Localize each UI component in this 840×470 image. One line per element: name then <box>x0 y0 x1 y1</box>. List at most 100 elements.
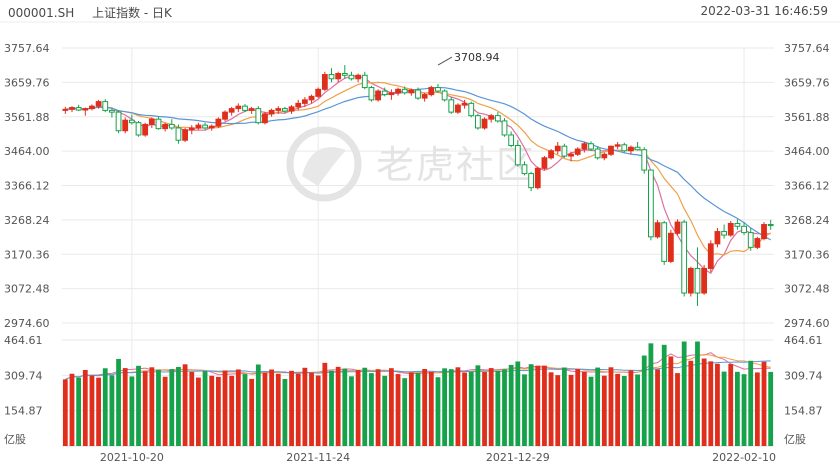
candlestick[interactable] <box>295 99 302 111</box>
candlestick[interactable] <box>395 87 401 96</box>
candlestick[interactable] <box>521 161 528 176</box>
candlestick[interactable] <box>89 104 95 111</box>
candlestick[interactable] <box>474 113 481 130</box>
candlestick[interactable] <box>528 171 535 192</box>
candlestick[interactable] <box>448 97 455 114</box>
candlestick[interactable] <box>155 116 162 130</box>
candlestick[interactable] <box>541 156 548 171</box>
candlestick[interactable] <box>415 87 421 100</box>
candlestick[interactable] <box>594 146 601 160</box>
candlestick[interactable] <box>355 73 362 83</box>
candlestick[interactable] <box>754 236 761 250</box>
candlestick[interactable] <box>315 87 322 99</box>
candlestick[interactable] <box>455 103 461 114</box>
candlestick[interactable] <box>435 84 441 93</box>
candlestick[interactable] <box>588 141 594 151</box>
candlestick[interactable] <box>109 108 115 118</box>
candlestick[interactable] <box>348 71 355 81</box>
candlestick[interactable] <box>228 106 235 116</box>
candlestick[interactable] <box>501 118 508 137</box>
candlestick[interactable] <box>75 104 82 112</box>
candlestick[interactable] <box>514 140 521 167</box>
candlestick[interactable] <box>694 247 701 306</box>
candlestick[interactable] <box>321 71 328 92</box>
candlestick[interactable] <box>268 108 275 117</box>
candlestick[interactable] <box>142 122 149 137</box>
candlestick[interactable] <box>69 106 75 113</box>
candlestick[interactable] <box>734 219 741 230</box>
candlestick[interactable] <box>767 219 774 230</box>
candlestick[interactable] <box>601 152 608 161</box>
candlestick[interactable] <box>202 122 208 130</box>
candlestick[interactable] <box>122 117 129 134</box>
candlestick[interactable] <box>581 141 588 153</box>
candlestick[interactable] <box>568 151 574 162</box>
candlestick[interactable] <box>275 106 282 114</box>
candlestick[interactable] <box>182 127 188 142</box>
candlestick[interactable] <box>727 221 734 237</box>
candlestick[interactable] <box>401 86 408 95</box>
candlestick[interactable] <box>608 145 614 157</box>
candlestick[interactable] <box>262 112 268 125</box>
candlestick[interactable] <box>168 119 175 130</box>
candlestick[interactable] <box>508 131 515 148</box>
candlestick[interactable] <box>461 99 468 109</box>
candlestick[interactable] <box>288 105 295 114</box>
candlestick[interactable] <box>488 113 495 123</box>
candlestick[interactable] <box>761 222 767 241</box>
candlestick[interactable] <box>681 219 688 297</box>
candlestick[interactable] <box>368 85 375 102</box>
candlestick[interactable] <box>574 147 581 157</box>
candlestick[interactable] <box>242 104 248 113</box>
candlestick[interactable] <box>554 141 561 155</box>
candlestick[interactable] <box>634 141 641 151</box>
candlestick[interactable] <box>654 219 661 239</box>
candlestick[interactable] <box>481 117 488 130</box>
candlestick[interactable] <box>747 228 754 251</box>
candlestick[interactable] <box>621 142 628 153</box>
candlestick[interactable] <box>148 117 155 128</box>
candlestick[interactable] <box>135 120 142 137</box>
candlestick[interactable] <box>701 264 708 295</box>
candlestick[interactable] <box>308 94 315 104</box>
candlestick[interactable] <box>335 71 342 83</box>
candlestick[interactable] <box>721 224 727 239</box>
candlestick[interactable] <box>102 99 109 113</box>
candlestick[interactable] <box>195 122 202 130</box>
candlestick[interactable] <box>381 87 388 97</box>
candlestick[interactable] <box>741 222 747 236</box>
candlestick[interactable] <box>188 125 195 135</box>
candlestick[interactable] <box>128 114 135 125</box>
candlestick[interactable] <box>661 221 668 265</box>
candlestick[interactable] <box>341 65 348 79</box>
candlestick[interactable] <box>648 169 654 241</box>
candlestick[interactable] <box>115 110 122 134</box>
candlestick[interactable] <box>548 149 554 160</box>
candlestick[interactable] <box>162 122 169 132</box>
candlestick[interactable] <box>428 85 435 97</box>
candlestick[interactable] <box>328 68 335 83</box>
candlestick[interactable] <box>361 71 368 90</box>
candlestick[interactable] <box>208 124 215 131</box>
candlestick[interactable] <box>494 112 501 123</box>
candlestick[interactable] <box>714 228 721 248</box>
candlestick[interactable] <box>687 266 694 297</box>
candlestick[interactable] <box>82 107 89 116</box>
candlestick[interactable] <box>674 219 681 236</box>
candlestick[interactable] <box>388 89 395 100</box>
candlestick[interactable] <box>641 147 648 174</box>
candlestick[interactable] <box>255 106 262 125</box>
candlestick[interactable] <box>222 110 228 121</box>
candlestick[interactable] <box>441 89 448 102</box>
candlestick[interactable] <box>468 101 475 118</box>
candlestick[interactable] <box>248 106 255 114</box>
candlestick[interactable] <box>667 229 674 264</box>
candlestick[interactable] <box>534 166 541 190</box>
candlestick[interactable] <box>62 106 69 114</box>
candlestick[interactable] <box>375 89 381 102</box>
candlestick[interactable] <box>95 99 102 109</box>
candlestick[interactable] <box>175 124 182 144</box>
candlestick[interactable] <box>408 88 415 96</box>
candlestick[interactable] <box>282 106 288 114</box>
